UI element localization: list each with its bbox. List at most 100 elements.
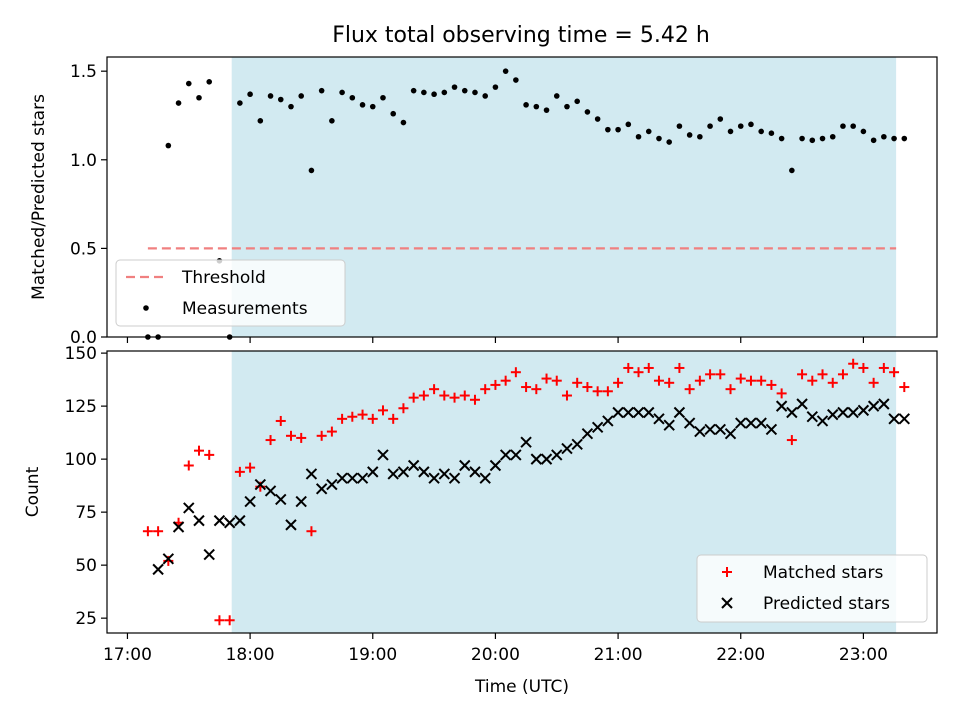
y-tick-label: 0.0 (70, 328, 97, 348)
measurement-point (339, 89, 345, 96)
predicted-star-point (878, 398, 890, 410)
matched-star-point (817, 369, 828, 380)
predicted-star-point (275, 493, 287, 506)
x-b (755, 417, 767, 429)
matched-star-point (337, 413, 348, 424)
predicted-star-point (336, 472, 348, 484)
predicted-star-point (561, 442, 573, 455)
x-b (520, 436, 532, 448)
predicted-star-point (213, 514, 226, 527)
x-b (602, 415, 614, 427)
x-b (254, 478, 267, 491)
x-b (765, 423, 778, 436)
matched-star-point (459, 390, 470, 401)
predicted-star-point (847, 406, 859, 419)
measurement-point (247, 91, 253, 98)
matched-star-point (296, 432, 307, 443)
x-b (172, 521, 185, 533)
predicted-star-point (540, 453, 553, 465)
matched-star-point (449, 392, 460, 403)
predicted-star-point (377, 449, 389, 461)
predicted-star-point (816, 415, 829, 427)
matched-star-point (837, 369, 848, 380)
matched-star-point (234, 466, 245, 477)
matched-star-point (582, 382, 593, 393)
matched-star-point (490, 379, 501, 390)
predicted-star-point (622, 406, 635, 419)
matched-star-point (848, 358, 859, 369)
predicted-star-point (193, 514, 205, 527)
x-b (459, 459, 471, 472)
measurement-point (267, 93, 274, 99)
predicted-star-point (673, 406, 686, 419)
measurement-point (656, 135, 662, 142)
predicted-star-point (459, 459, 471, 472)
y-tick-label: 1.0 (70, 151, 97, 171)
measurement-point (778, 135, 785, 142)
x-b (499, 449, 512, 461)
measurement-point (318, 87, 325, 94)
predicted-star-point (755, 417, 767, 429)
matched-star-point (316, 430, 327, 441)
matched-star-point (643, 362, 654, 373)
x-b (775, 400, 788, 412)
matched-star-point (510, 367, 521, 378)
x-b (367, 466, 379, 478)
x-b (721, 597, 733, 609)
matched-star-point (899, 382, 910, 393)
predicted-star-point (602, 415, 614, 427)
measurement-point (881, 133, 887, 140)
legend-predicted-swatch (721, 597, 733, 609)
measurement-point (829, 133, 836, 140)
measurement-point (676, 123, 683, 129)
measurement-point (410, 87, 417, 94)
matched-star-point (429, 384, 440, 395)
measurement-point (308, 167, 315, 174)
measurement-point (840, 123, 846, 129)
top-panel: 0.0 0.5 1.0 1.5 Matched/Predicted stars Thres… (29, 56, 938, 348)
x-b (551, 449, 563, 461)
predicted-star-point (244, 495, 256, 508)
x-b (438, 468, 451, 480)
predicted-star-point (632, 406, 645, 419)
matched-star-point (214, 615, 225, 626)
matched-star-point (183, 460, 194, 471)
x-b (489, 459, 502, 472)
measurement-point (891, 135, 897, 142)
measurement-point (206, 79, 213, 85)
predicted-star-point (418, 466, 430, 478)
measurement-point (758, 128, 764, 135)
predicted-star-point (530, 453, 543, 465)
measurement-point (196, 94, 202, 101)
matched-star-point (561, 390, 572, 401)
predicted-star-point (152, 563, 164, 576)
matched-star-point (745, 375, 756, 386)
x-b (837, 406, 849, 419)
measurement-point (564, 103, 570, 110)
predicted-star-point (714, 423, 727, 436)
x-b (888, 413, 900, 425)
x-b (336, 472, 348, 484)
predicted-star-point (428, 472, 440, 484)
matched-star-point (153, 526, 164, 537)
x-b (234, 514, 246, 527)
x-b (867, 400, 880, 412)
predicted-star-point (745, 417, 757, 429)
measurement-point (553, 93, 560, 99)
matched-star-point (418, 390, 429, 401)
measurement-point (635, 133, 642, 140)
measurement-point (737, 123, 744, 129)
matched-star-point (551, 375, 562, 386)
x-tick-label: 18:00 (226, 645, 275, 665)
y-tick-label: 50 (75, 556, 97, 576)
measurement-point (645, 128, 652, 135)
measurement-point (390, 110, 397, 117)
measurement-point (257, 117, 264, 124)
x-b (632, 406, 645, 419)
matched-star-point (367, 413, 378, 424)
predicted-star-point (612, 406, 624, 419)
x-b (244, 495, 256, 508)
predicted-star-point (489, 459, 502, 472)
matched-star-point (807, 375, 818, 386)
x-b (346, 472, 359, 484)
